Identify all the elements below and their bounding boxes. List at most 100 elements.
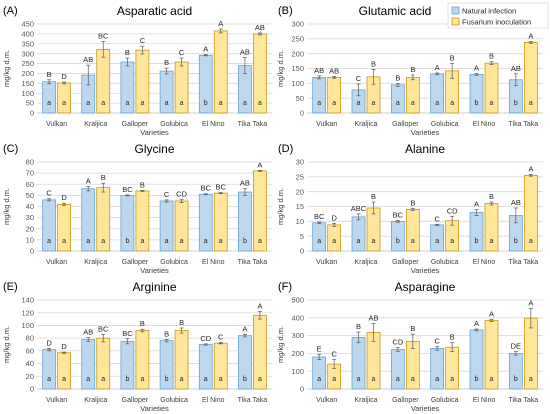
variety-letter: A — [489, 310, 494, 319]
y-tick-label: 25 — [296, 172, 304, 181]
bar — [430, 73, 445, 114]
y-tick-label: 300 — [291, 331, 304, 340]
y-axis-title: mg/kg d.m. — [2, 326, 11, 363]
treatment-letter: a — [490, 238, 494, 245]
y-tick-label: 40 — [26, 359, 34, 368]
variety-letter: A — [528, 32, 533, 41]
x-axis-title: Varieties — [140, 404, 169, 413]
treatment-letter: a — [62, 238, 66, 245]
x-tick-label: Vulkan — [316, 121, 337, 128]
variety-letter: CD — [392, 338, 403, 347]
bar — [312, 77, 327, 114]
error-bar — [317, 353, 322, 360]
treatment-letter: a — [258, 238, 262, 245]
variety-letter: BC — [314, 212, 325, 221]
panel-label: (B) — [278, 5, 293, 17]
variety-letter: B — [140, 319, 145, 328]
variety-letter: A — [474, 319, 479, 328]
y-axis-title: mg/kg d.m. — [276, 326, 285, 363]
error-bar — [410, 208, 415, 211]
variety-letter: CD — [447, 206, 458, 215]
x-tick-label: El Nino — [202, 259, 225, 266]
y-tick-label: 100 — [21, 89, 34, 98]
error-bar — [101, 333, 106, 343]
bar — [469, 74, 484, 114]
panel-label: (D) — [278, 143, 293, 155]
panel-label: (F) — [278, 281, 292, 293]
treatment-letter: a — [372, 238, 376, 245]
x-tick-label: El Nino — [473, 259, 496, 266]
error-bar — [371, 69, 376, 85]
variety-letter: B — [450, 53, 455, 62]
error-bar — [257, 311, 262, 320]
error-bar — [395, 220, 400, 223]
treatment-letter: b — [475, 376, 479, 383]
variety-letter: C — [46, 189, 52, 198]
variety-letter: A — [86, 176, 91, 185]
y-tick-label: 200 — [21, 69, 34, 78]
bar — [390, 220, 405, 252]
variety-letter: B — [410, 199, 415, 208]
variety-letter: D — [61, 193, 67, 202]
treatment-letter: a — [47, 100, 51, 107]
variety-letter: B — [489, 192, 494, 201]
treatment-letter: a — [101, 376, 105, 383]
y-tick-label: 100 — [21, 321, 34, 330]
x-tick-label: Golubica — [431, 259, 459, 266]
treatment-letter: a — [450, 100, 454, 107]
variety-letter: C — [179, 48, 185, 57]
error-bar — [332, 223, 337, 227]
treatment-letter: a — [332, 100, 336, 107]
x-tick-label: El Nino — [202, 397, 225, 404]
variety-letter: B — [489, 52, 494, 61]
treatment-letter: a — [529, 238, 533, 245]
variety-letter: A — [203, 45, 208, 54]
treatment-letter: a — [204, 376, 208, 383]
error-bar — [164, 67, 169, 75]
treatment-letter: a — [435, 100, 439, 107]
variety-letter: B — [395, 73, 400, 82]
x-axis-title: Varieties — [411, 404, 440, 413]
bar — [469, 212, 484, 252]
error-bar — [140, 45, 145, 55]
chart-panel: (B) Glutamic acid 0 50 100 150 200 250 300 mg/kg … — [276, 4, 543, 137]
variety-letter: A — [528, 164, 533, 173]
variety-letter: BC — [122, 329, 133, 338]
variety-letter: D — [61, 72, 67, 81]
error-bar — [395, 82, 400, 87]
legend-box — [447, 2, 549, 29]
y-axis-title: mg/kg d.m. — [276, 50, 285, 87]
error-bar — [164, 199, 169, 203]
error-bar — [513, 207, 518, 224]
error-bar — [47, 198, 52, 202]
treatment-letter: a — [86, 100, 90, 107]
y-tick-label: 350 — [21, 39, 34, 48]
error-bar — [218, 192, 223, 195]
variety-letter: B — [47, 70, 52, 79]
error-bar — [356, 83, 361, 97]
x-tick-label: Golubica — [160, 259, 188, 266]
treatment-letter: a — [47, 238, 51, 245]
error-bar — [218, 28, 223, 34]
legend-label: Natural infection — [462, 6, 516, 15]
y-tick-label: 120 — [21, 308, 34, 317]
error-bar — [489, 201, 494, 206]
variety-letter: A — [257, 301, 262, 310]
treatment-letter: b — [514, 376, 518, 383]
variety-letter: B — [410, 324, 415, 333]
treatment-letter: a — [86, 238, 90, 245]
treatment-letter: a — [332, 238, 336, 245]
error-bar — [125, 57, 130, 67]
variety-letter: BC — [216, 183, 227, 192]
error-bar — [179, 198, 184, 203]
variety-letter: CD — [176, 189, 187, 198]
variety-letter: B — [101, 173, 106, 182]
x-tick-label: Tika Taka — [509, 397, 539, 404]
y-tick-label: 100 — [291, 367, 304, 376]
variety-letter: C — [434, 337, 440, 346]
treatment-letter: a — [101, 238, 105, 245]
variety-letter: A — [257, 160, 262, 169]
y-tick-label: 30 — [296, 158, 304, 167]
y-tick-label: 60 — [26, 346, 34, 355]
error-bar — [371, 201, 376, 215]
